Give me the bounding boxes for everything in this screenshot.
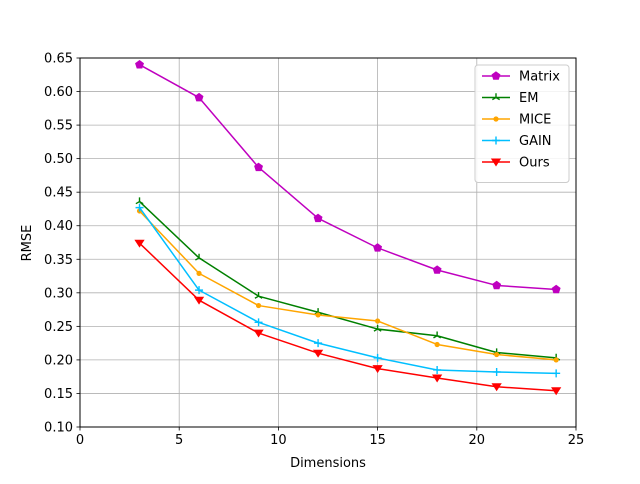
- legend-item-matrix: Matrix: [482, 70, 560, 85]
- data-point-gain: [254, 318, 263, 327]
- data-point-matrix: [135, 60, 144, 69]
- data-point-ours: [431, 374, 443, 383]
- data-point-matrix: [432, 265, 442, 274]
- x-tick-label: 15: [369, 433, 386, 448]
- x-tick-label: 10: [270, 433, 287, 448]
- x-tick-label: 20: [469, 433, 486, 448]
- x-axis-label: Dimensions: [290, 456, 366, 471]
- data-point-matrix: [254, 162, 264, 172]
- series-ours: [134, 239, 562, 396]
- y-tick-label: 0.40: [44, 219, 73, 234]
- data-point-mice: [494, 351, 500, 358]
- legend-label-em: EM: [519, 91, 538, 106]
- data-point-mice: [315, 312, 321, 318]
- data-point-ours: [193, 296, 205, 305]
- data-point-gain: [373, 353, 382, 362]
- legend-marker-gain: [492, 136, 500, 145]
- legend-label-ours: Ours: [519, 156, 550, 171]
- y-axis-ticks: 0.10 0.15 0.20 0.25 0.30 0.35 0.40 0.45 0.50 0.55…: [44, 52, 80, 436]
- data-point-gain: [135, 203, 144, 212]
- legend-marker-mice: [493, 116, 499, 122]
- data-point-matrix: [313, 213, 323, 223]
- y-tick-label: 0.30: [44, 286, 73, 301]
- legend-box: [474, 64, 570, 183]
- data-point-ours: [551, 387, 562, 396]
- data-point-ours: [253, 329, 264, 338]
- legend-item-mice: MICE: [482, 113, 551, 128]
- y-tick-label: 0.15: [44, 387, 73, 402]
- data-point-ours: [491, 383, 502, 392]
- y-tick-label: 0.50: [44, 152, 73, 167]
- y-tick-label: 0.60: [44, 85, 73, 100]
- legend-item-em: EM: [482, 91, 538, 106]
- legend-label-matrix: Matrix: [519, 70, 560, 85]
- series-lines: [134, 60, 562, 396]
- legend-item-gain: GAIN: [482, 134, 552, 149]
- legend-marker-ours: [490, 158, 502, 167]
- series-line-mice: [138, 210, 557, 361]
- legend-label-gain: GAIN: [519, 134, 552, 149]
- data-point-mice: [196, 270, 202, 276]
- data-point-gain: [195, 286, 204, 295]
- data-point-em: [254, 291, 263, 299]
- y-tick-label: 0.65: [44, 52, 73, 67]
- y-tick-label: 0.45: [44, 186, 73, 201]
- data-point-gain: [552, 369, 561, 378]
- data-point-matrix: [492, 280, 502, 290]
- data-point-matrix: [194, 92, 204, 102]
- data-point-mice: [375, 318, 381, 324]
- series-matrix: [135, 60, 561, 294]
- x-axis-ticks: 0 5 10 15 20 25: [76, 427, 584, 448]
- series-line-gain: [138, 207, 557, 375]
- series-em: [135, 197, 561, 361]
- data-point-em: [195, 253, 204, 261]
- plot-frame: [79, 57, 577, 428]
- data-point-em: [135, 197, 144, 205]
- y-tick-label: 0.10: [44, 421, 73, 436]
- legend: Matrix EM MICE GAIN Ours: [474, 64, 570, 183]
- data-point-ours: [312, 349, 324, 358]
- legend-marker-matrix: [491, 71, 501, 80]
- data-point-ours: [372, 365, 383, 374]
- data-point-em: [373, 324, 382, 332]
- data-point-matrix: [551, 284, 561, 294]
- data-point-ours: [134, 239, 145, 248]
- series-line-ours: [139, 242, 557, 392]
- x-tick-label: 0: [76, 433, 84, 448]
- data-point-mice: [255, 302, 262, 309]
- y-tick-label: 0.35: [44, 253, 73, 268]
- y-tick-label: 0.20: [44, 353, 73, 368]
- legend-marker-em: [491, 93, 501, 101]
- x-tick-label: 5: [175, 433, 183, 448]
- series-gain: [135, 203, 561, 378]
- data-point-matrix: [373, 243, 383, 252]
- y-tick-label: 0.25: [44, 320, 73, 335]
- series-mice: [136, 208, 559, 363]
- data-point-gain: [433, 365, 442, 374]
- legend-label-mice: MICE: [519, 113, 551, 128]
- data-point-em: [433, 331, 442, 339]
- data-point-mice: [553, 357, 559, 363]
- series-line-em: [139, 201, 557, 359]
- data-point-gain: [314, 339, 323, 348]
- data-point-mice: [434, 341, 440, 348]
- y-tick-label: 0.55: [44, 119, 73, 134]
- legend-item-ours: Ours: [482, 156, 550, 171]
- x-tick-label: 25: [568, 433, 585, 448]
- series-line-matrix: [139, 64, 557, 291]
- y-axis-label: RMSE: [20, 225, 35, 262]
- data-point-gain: [492, 367, 501, 376]
